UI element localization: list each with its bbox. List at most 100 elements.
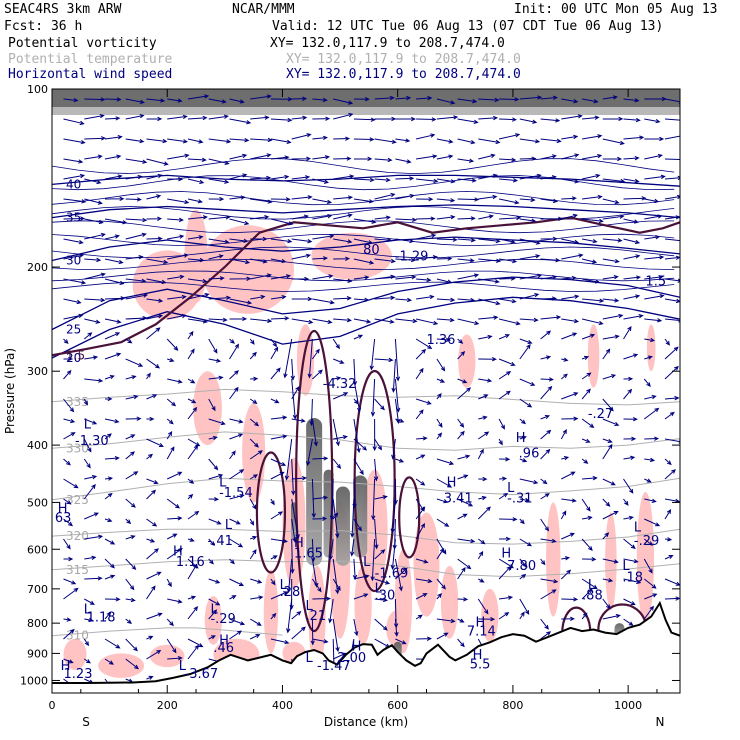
wind-vector bbox=[286, 598, 293, 634]
wind-vector bbox=[63, 587, 79, 600]
wind-vector bbox=[374, 138, 397, 144]
wind-vector bbox=[104, 658, 114, 665]
wind-vector bbox=[166, 533, 178, 540]
wind-vector bbox=[208, 598, 221, 606]
wind-vector bbox=[353, 618, 359, 637]
contour-label: 330 bbox=[66, 441, 89, 455]
wind-vector bbox=[146, 372, 151, 380]
wind-vector bbox=[602, 298, 620, 303]
wind-vector bbox=[478, 356, 497, 362]
wind-vector bbox=[84, 512, 99, 520]
wind-vector bbox=[84, 218, 104, 225]
wind-vector bbox=[623, 598, 636, 606]
wind-vector bbox=[374, 578, 391, 585]
wind-vector bbox=[540, 385, 553, 400]
wind-vector bbox=[166, 498, 181, 509]
wind-vector bbox=[229, 370, 239, 380]
terrain-line bbox=[52, 600, 680, 684]
wind-vector bbox=[270, 218, 294, 226]
y-tick-label: 800 bbox=[27, 617, 48, 630]
wind-vector bbox=[643, 578, 657, 589]
wind-vector bbox=[63, 458, 71, 466]
wind-vector bbox=[499, 517, 518, 522]
wind-vector bbox=[395, 275, 417, 280]
wind-vector bbox=[187, 157, 207, 162]
annotation-label: -1.69 bbox=[375, 567, 409, 582]
wind-vector bbox=[602, 238, 623, 243]
wind-vector bbox=[644, 457, 656, 463]
wind-vector bbox=[664, 395, 680, 401]
wind-vector bbox=[125, 158, 148, 164]
wind-vector bbox=[395, 418, 405, 423]
wind-vector bbox=[478, 298, 501, 306]
wind-vector bbox=[125, 375, 137, 380]
wind-vector bbox=[644, 478, 652, 483]
wind-vector bbox=[208, 375, 224, 380]
y-tick-label: 100 bbox=[27, 83, 48, 96]
wind-vector bbox=[270, 117, 293, 123]
wind-vector bbox=[146, 236, 163, 241]
wind-vector bbox=[623, 498, 629, 506]
wind-vector bbox=[146, 548, 159, 560]
wind-vector bbox=[436, 578, 446, 590]
wind-vector bbox=[208, 418, 226, 426]
wind-vector bbox=[561, 213, 579, 220]
wind-vector bbox=[582, 98, 599, 104]
wind-vector bbox=[333, 317, 352, 323]
wind-vector bbox=[166, 338, 179, 351]
wind-vector bbox=[477, 598, 489, 615]
wind-vector bbox=[249, 518, 255, 526]
pv-shading-patch bbox=[546, 502, 561, 617]
wind-vector bbox=[353, 378, 362, 413]
wind-vector bbox=[457, 378, 468, 384]
wind-vector bbox=[664, 596, 680, 601]
wind-vector bbox=[146, 675, 154, 680]
wind-vector bbox=[229, 258, 251, 265]
wind-vector bbox=[390, 498, 396, 534]
pv-shading-patch bbox=[587, 324, 600, 388]
wind-vector bbox=[84, 178, 102, 185]
wind-vector bbox=[644, 214, 663, 220]
wind-vector bbox=[457, 538, 476, 544]
annotation-label: L bbox=[219, 476, 227, 491]
wind-vector bbox=[104, 278, 125, 285]
wind-vector bbox=[312, 369, 323, 380]
annotation-label: -.29 bbox=[210, 612, 235, 627]
wind-vector bbox=[390, 538, 396, 571]
wind-vector bbox=[187, 493, 194, 500]
wind-vector bbox=[519, 293, 540, 300]
wind-vector bbox=[187, 115, 208, 121]
wind-vector bbox=[391, 358, 396, 393]
wind-vector bbox=[457, 158, 475, 163]
wind-vector bbox=[602, 374, 617, 380]
contour-line bbox=[52, 388, 680, 406]
wind-vector bbox=[104, 492, 113, 500]
wind-vector bbox=[623, 238, 641, 245]
wind-vector bbox=[436, 115, 459, 120]
wind-vector bbox=[478, 378, 493, 383]
wind-vector bbox=[104, 611, 112, 620]
wind-vector bbox=[540, 118, 561, 123]
wind-vector bbox=[602, 532, 610, 540]
wind-vector bbox=[643, 558, 653, 574]
wind-vector bbox=[146, 216, 163, 221]
wind-vector bbox=[644, 136, 665, 142]
wind-vector bbox=[353, 518, 362, 532]
wind-vector bbox=[104, 476, 114, 481]
wind-vector bbox=[540, 518, 550, 532]
contour-line bbox=[52, 477, 680, 501]
wind-vector bbox=[519, 558, 528, 568]
wind-vector bbox=[436, 358, 446, 372]
wind-vector bbox=[436, 317, 455, 323]
wind-vector bbox=[125, 174, 143, 180]
wind-vector bbox=[602, 275, 619, 280]
wind-vector bbox=[644, 318, 663, 323]
wind-vector bbox=[312, 495, 329, 500]
wind-vector bbox=[499, 157, 517, 162]
pv-contour-loop bbox=[255, 451, 287, 574]
wind-vector bbox=[125, 451, 135, 460]
pv-shading-patch bbox=[204, 596, 222, 645]
annotation-label: H bbox=[516, 431, 526, 446]
wind-vector bbox=[395, 138, 411, 143]
